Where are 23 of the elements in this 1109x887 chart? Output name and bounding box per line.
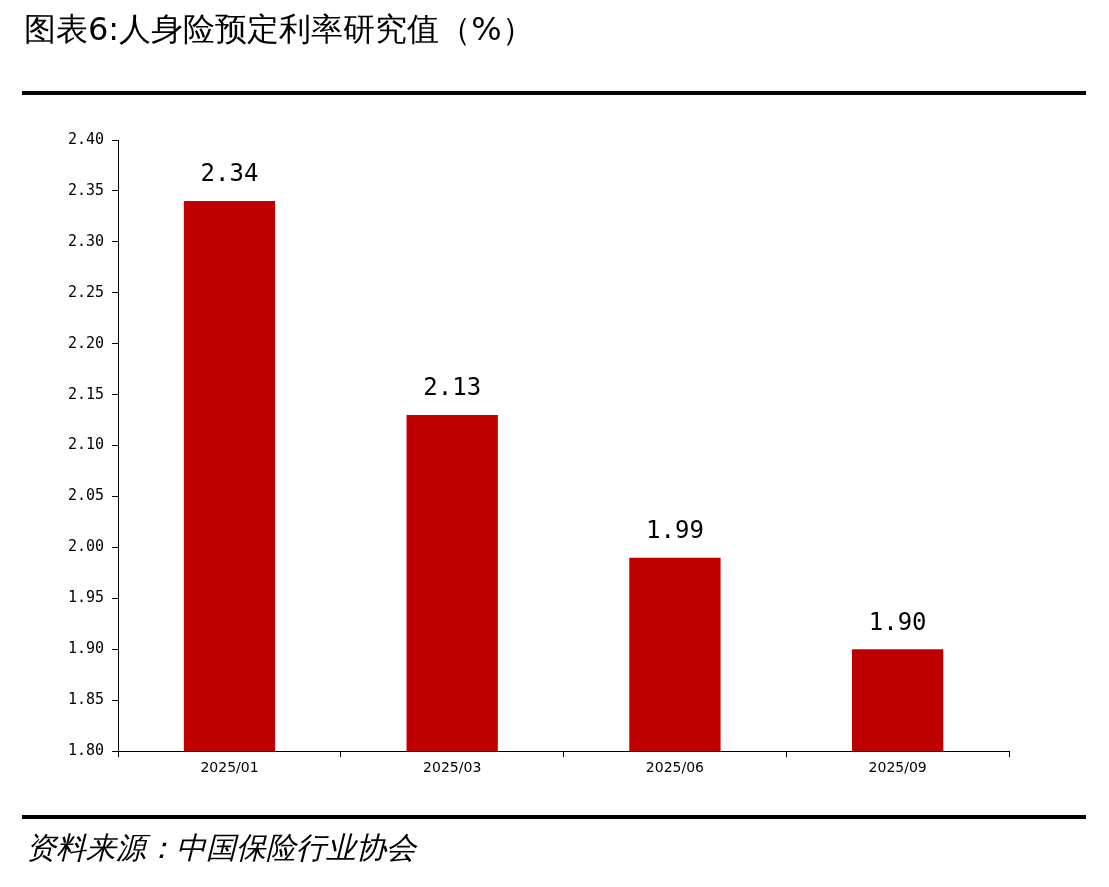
data-label: 2.34 (200, 159, 259, 188)
y-tick-label: 2.40 (68, 129, 105, 148)
data-label: 1.99 (646, 515, 704, 544)
y-tick-label: 2.15 (68, 384, 105, 403)
x-tick-label: 2025/06 (645, 759, 705, 776)
text: 资料来源：中国保险行业协会 (26, 829, 416, 867)
y-tick-label: 1.90 (68, 639, 105, 658)
y-tick-label: 2.25 (68, 282, 105, 301)
y-tick-label: 2.10 (68, 435, 105, 454)
chart-title: 图表6:人身险预定利率研究值（%） (24, 9, 534, 50)
y-tick-label: 2.00 (68, 537, 105, 556)
y-tick-label: 2.05 (68, 486, 105, 505)
y-tick-label: 2.30 (68, 231, 105, 250)
y-tick-label: 1.85 (68, 690, 105, 709)
y-tick-label: 1.95 (68, 588, 105, 607)
y-tick-label: 2.20 (68, 333, 105, 352)
data-label: 1.90 (868, 607, 927, 636)
x-tick-label: 2025/09 (868, 759, 927, 776)
x-tick-label: 2025/01 (200, 759, 259, 776)
y-tick-label: 1.80 (68, 741, 105, 760)
data-label: 2.13 (423, 373, 482, 402)
y-tick-label: 2.35 (68, 180, 105, 199)
x-tick-label: 2025/03 (423, 759, 482, 776)
